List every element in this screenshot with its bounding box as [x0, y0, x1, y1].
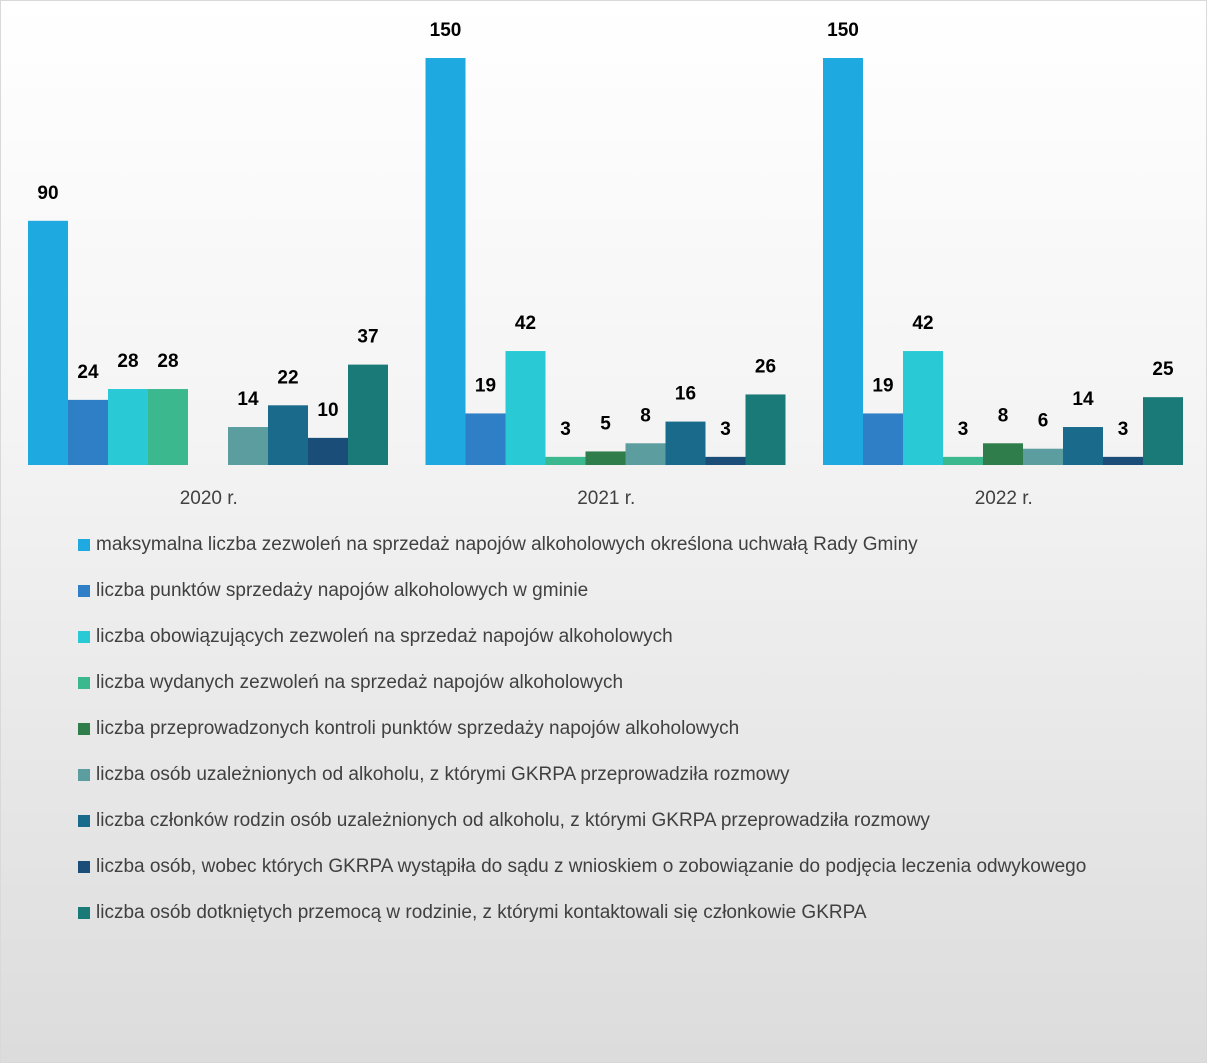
data-label: 28 — [117, 351, 138, 372]
data-label: 42 — [912, 313, 933, 334]
bar — [903, 351, 943, 465]
bar — [108, 389, 148, 465]
legend-item: liczba punktów sprzedaży napojów alkohol… — [76, 579, 1201, 603]
bar — [148, 389, 188, 465]
bar — [228, 427, 268, 465]
data-label: 14 — [237, 389, 259, 410]
bar — [665, 421, 706, 465]
data-label: 150 — [430, 20, 462, 41]
data-label: 8 — [998, 405, 1009, 426]
legend-item: liczba osób, wobec których GKRPA wystąpi… — [76, 855, 1201, 879]
legend-swatch — [78, 631, 90, 643]
data-label: 25 — [1152, 359, 1174, 380]
legend-label: liczba obowiązujących zezwoleń na sprzed… — [96, 626, 673, 647]
legend-item: liczba wydanych zezwoleń na sprzedaż nap… — [76, 671, 1201, 695]
data-label: 90 — [37, 183, 58, 204]
legend-label: liczba osób, wobec których GKRPA wystąpi… — [96, 856, 1087, 877]
bar — [705, 456, 746, 465]
bar — [308, 437, 348, 465]
legend-item: liczba członków rodzin osób uzależnionyc… — [76, 809, 1201, 833]
data-label: 42 — [515, 313, 536, 334]
data-label: 19 — [872, 375, 893, 396]
bar — [28, 220, 68, 465]
legend-swatch — [78, 585, 90, 597]
legend-swatch — [78, 861, 90, 873]
bar — [68, 399, 108, 465]
data-label: 5 — [600, 413, 611, 434]
chart: 2020 r. 90 24 28 28 14 22 10 37 2021 r. 150 19 42 3 5 8… — [28, 20, 1183, 509]
legend-label: liczba przeprowadzonych kontroli punktów… — [96, 718, 740, 739]
data-label: 19 — [475, 375, 496, 396]
bar — [1143, 397, 1183, 465]
data-label: 26 — [755, 356, 776, 377]
legend-label: liczba osób uzależnionych od alkoholu, z… — [96, 764, 790, 785]
bar — [863, 413, 903, 465]
bar — [625, 443, 666, 465]
data-label: 3 — [720, 419, 731, 440]
data-label: 16 — [675, 384, 696, 405]
legend-label: maksymalna liczba zezwoleń na sprzedaż n… — [96, 534, 918, 555]
bar — [505, 351, 546, 465]
bar — [943, 456, 983, 465]
data-label: 150 — [827, 20, 859, 41]
legend-item: liczba obowiązujących zezwoleń na sprzed… — [76, 625, 1201, 649]
bar — [348, 364, 388, 465]
data-label: 3 — [560, 419, 571, 440]
bar — [1063, 427, 1103, 465]
data-label: 14 — [1072, 389, 1094, 410]
data-label: 8 — [640, 405, 651, 426]
legend-label: liczba wydanych zezwoleń na sprzedaż nap… — [96, 672, 624, 693]
data-label: 6 — [1038, 411, 1049, 432]
bar — [545, 456, 586, 465]
x-tick-label: 2021 r. — [577, 488, 635, 509]
bar — [823, 58, 863, 465]
bar — [745, 394, 786, 465]
data-label: 37 — [357, 327, 378, 348]
data-label: 28 — [157, 351, 178, 372]
bar — [1103, 456, 1143, 465]
bar — [465, 413, 506, 465]
bar — [585, 451, 626, 465]
legend-label: liczba osób dotkniętych przemocą w rodzi… — [96, 902, 867, 923]
bar — [1023, 448, 1063, 465]
legend-swatch — [78, 677, 90, 689]
x-tick-label: 2022 r. — [975, 488, 1033, 509]
legend-item: maksymalna liczba zezwoleń na sprzedaż n… — [76, 533, 1201, 557]
data-label: 22 — [277, 367, 298, 388]
legend-item: liczba osób uzależnionych od alkoholu, z… — [76, 763, 1201, 787]
legend-swatch — [78, 769, 90, 781]
legend-swatch — [78, 723, 90, 735]
x-tick-label: 2020 r. — [180, 488, 238, 509]
data-label: 10 — [317, 400, 338, 421]
data-label: 24 — [77, 362, 99, 383]
legend-swatch — [78, 539, 90, 551]
legend-label: liczba członków rodzin osób uzależnionyc… — [96, 810, 930, 831]
legend-swatch — [78, 907, 90, 919]
legend-swatch — [78, 815, 90, 827]
data-label: 3 — [958, 419, 969, 440]
bar — [268, 405, 308, 465]
legend-label: liczba punktów sprzedaży napojów alkohol… — [96, 580, 589, 601]
legend-item: liczba osób dotkniętych przemocą w rodzi… — [76, 901, 1201, 925]
bar — [425, 58, 466, 465]
data-label: 3 — [1118, 419, 1129, 440]
legend-item: liczba przeprowadzonych kontroli punktów… — [76, 717, 1201, 741]
bar — [983, 443, 1023, 465]
